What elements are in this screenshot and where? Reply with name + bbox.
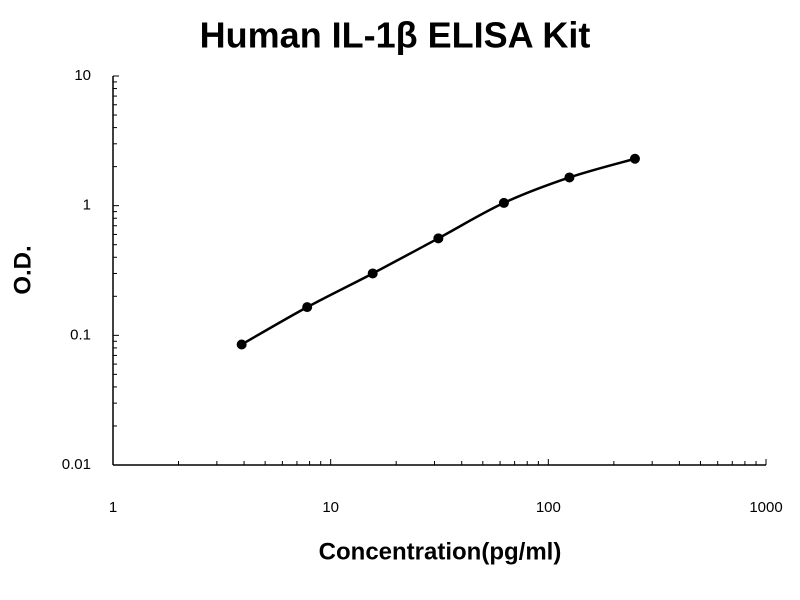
chart-title: Human IL-1β ELISA Kit: [200, 15, 591, 56]
curve: [241, 157, 636, 346]
x-tick-label: 1: [109, 499, 117, 516]
data-point: [302, 302, 313, 313]
y-tick-label: 0.01: [62, 456, 91, 473]
y-tick-label: 1: [83, 197, 91, 214]
x-tick-label: 1000: [749, 499, 782, 516]
data-point: [236, 339, 247, 350]
x-tick-label: 10: [322, 499, 339, 516]
y-tick-label: 0.1: [70, 326, 91, 343]
x-axis-label: Concentration(pg/ml): [319, 538, 562, 565]
y-tick-label: 10: [74, 67, 91, 84]
data-point: [564, 172, 575, 183]
data-point: [498, 197, 509, 208]
data-point: [367, 268, 378, 279]
data-point: [629, 153, 640, 164]
x-tick-label: 100: [536, 499, 561, 516]
data-point: [433, 233, 444, 244]
y-axis-label: O.D.: [9, 245, 36, 294]
